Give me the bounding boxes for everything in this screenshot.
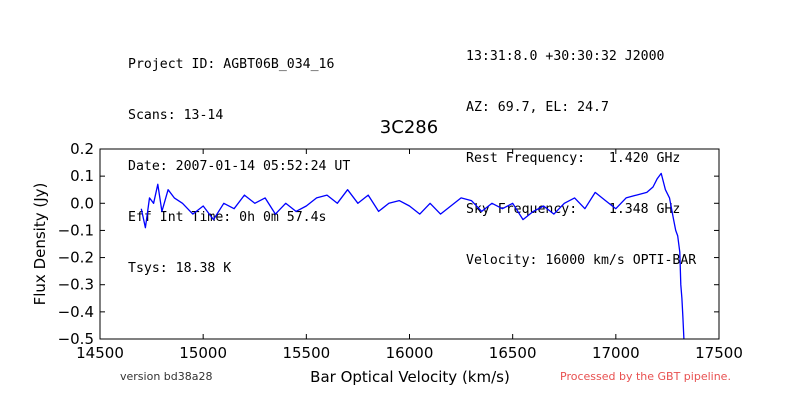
- y-tick-label-6: −0.4: [58, 303, 94, 321]
- plot-frame: [99, 148, 720, 340]
- header-left-block: Project ID: AGBT06B_034_16 Scans: 13-14 …: [128, 22, 350, 294]
- scans-text: Scans: 13-14: [128, 108, 224, 123]
- version-text: version bd38a28: [120, 370, 213, 383]
- y-tick-label-2: 0.0: [70, 194, 94, 212]
- plot-area: 14500 15000 15500 16000 16500 17000 17500 0.2 0.…: [58, 140, 743, 362]
- y-tick-label-0: 0.2: [70, 140, 94, 158]
- rest-frequency-text: Rest Frequency: 1.420 GHz: [466, 151, 681, 166]
- date-text: Date: 2007-01-14 05:52:24 UT: [128, 159, 351, 174]
- sky-frequency-text: Sky Frequency: 1.348 GHz: [466, 202, 681, 217]
- y-tick-label-4: −0.2: [58, 249, 94, 267]
- x-tick-label-0: 14500: [76, 344, 124, 362]
- tsys-text: Tsys: 18.38 K: [128, 261, 232, 276]
- coordinates-text: 13:31:8.0 +30:30:32 J2000: [466, 49, 665, 64]
- x-tick-label-5: 17000: [592, 344, 640, 362]
- pipeline-credit-text: Processed by the GBT pipeline.: [560, 370, 731, 383]
- x-axis-label: Bar Optical Velocity (km/s): [310, 368, 510, 386]
- y-axis-label: Flux Density (Jy): [31, 183, 49, 306]
- x-tick-label-3: 16000: [386, 344, 434, 362]
- x-tick-label-6: 17500: [695, 344, 743, 362]
- series-line-0: [140, 172, 685, 340]
- x-tick-label-1: 15000: [179, 344, 227, 362]
- x-tick-label-4: 16500: [489, 344, 537, 362]
- project-id-text: Project ID: AGBT06B_034_16: [128, 57, 335, 72]
- y-tick-label-3: −0.1: [58, 221, 94, 239]
- y-tick-label-1: 0.1: [70, 167, 94, 185]
- y-tick-label-5: −0.3: [58, 276, 94, 294]
- chart-title: 3C286: [380, 117, 438, 138]
- x-tick-label-2: 15500: [282, 344, 330, 362]
- az-el-text: AZ: 69.7, EL: 24.7: [466, 100, 609, 115]
- y-tick-label-7: −0.5: [58, 330, 94, 348]
